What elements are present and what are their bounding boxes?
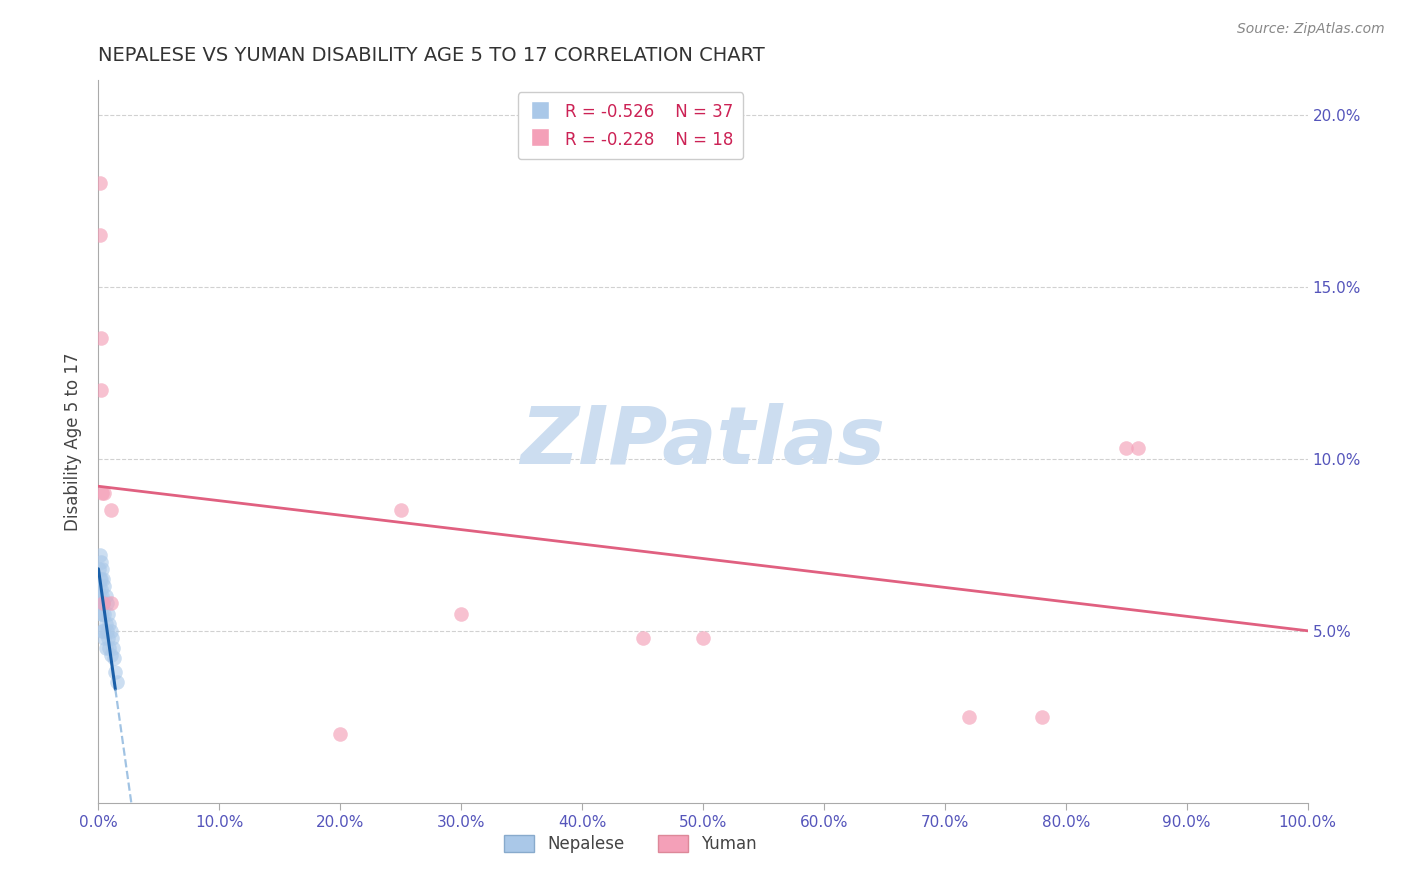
Point bbox=[631, 631, 654, 645]
Point bbox=[91, 596, 114, 610]
Point bbox=[100, 648, 122, 662]
Point bbox=[90, 582, 112, 597]
Point bbox=[692, 631, 714, 645]
Point bbox=[89, 177, 111, 191]
Point bbox=[94, 590, 117, 604]
Point bbox=[100, 631, 122, 645]
Point bbox=[1128, 442, 1150, 456]
Point bbox=[89, 596, 111, 610]
Point bbox=[89, 548, 111, 562]
Point bbox=[98, 640, 121, 655]
Point bbox=[91, 624, 114, 638]
Point bbox=[89, 579, 111, 593]
Point bbox=[93, 579, 115, 593]
Point bbox=[90, 607, 112, 621]
Point bbox=[91, 607, 114, 621]
Point bbox=[1115, 442, 1137, 456]
Point bbox=[91, 596, 114, 610]
Point bbox=[96, 596, 118, 610]
Point bbox=[93, 486, 115, 500]
Point bbox=[1031, 710, 1053, 724]
Point bbox=[96, 624, 118, 638]
Point bbox=[90, 331, 112, 345]
Point bbox=[89, 228, 111, 243]
Point bbox=[90, 572, 112, 586]
Point bbox=[450, 607, 472, 621]
Text: Source: ZipAtlas.com: Source: ZipAtlas.com bbox=[1237, 22, 1385, 37]
Point bbox=[100, 624, 122, 638]
Point bbox=[91, 624, 114, 638]
Point bbox=[389, 503, 412, 517]
Point bbox=[91, 596, 114, 610]
Point bbox=[329, 727, 352, 741]
Point bbox=[100, 503, 122, 517]
Point bbox=[94, 640, 117, 655]
Point bbox=[91, 572, 114, 586]
Point bbox=[90, 555, 112, 569]
Text: NEPALESE VS YUMAN DISABILITY AGE 5 TO 17 CORRELATION CHART: NEPALESE VS YUMAN DISABILITY AGE 5 TO 17… bbox=[98, 45, 765, 65]
Point bbox=[89, 572, 111, 586]
Point bbox=[97, 607, 120, 621]
Point bbox=[91, 590, 114, 604]
Point bbox=[89, 590, 111, 604]
Y-axis label: Disability Age 5 to 17: Disability Age 5 to 17 bbox=[63, 352, 82, 531]
Point bbox=[93, 631, 115, 645]
Point bbox=[91, 486, 114, 500]
Point bbox=[103, 651, 125, 665]
Point bbox=[90, 383, 112, 397]
Text: ZIPatlas: ZIPatlas bbox=[520, 402, 886, 481]
Legend: Nepalese, Yuman: Nepalese, Yuman bbox=[498, 828, 763, 860]
Point bbox=[94, 616, 117, 631]
Point bbox=[98, 616, 121, 631]
Point bbox=[87, 562, 110, 576]
Point bbox=[105, 675, 128, 690]
Point bbox=[104, 665, 127, 679]
Point bbox=[100, 596, 122, 610]
Point bbox=[93, 607, 115, 621]
Point bbox=[97, 631, 120, 645]
Point bbox=[91, 562, 114, 576]
Point bbox=[957, 710, 980, 724]
Point bbox=[101, 640, 124, 655]
